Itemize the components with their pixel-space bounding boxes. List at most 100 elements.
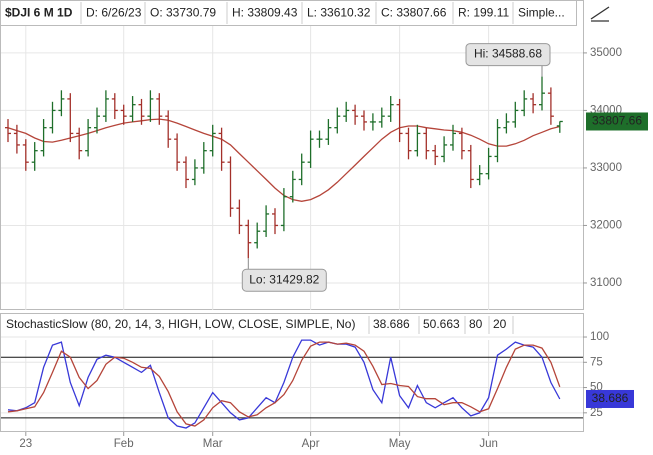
ohlc-bar — [5, 119, 11, 143]
x-tick-label: Mar — [203, 438, 223, 450]
header-field: L: 33610.32 — [307, 6, 371, 20]
ohlc-bar — [49, 101, 56, 134]
ohlc-bar — [467, 144, 474, 189]
annotation-box — [465, 43, 551, 67]
header-field: H: 33809.43 — [232, 6, 298, 20]
ohlc-bar — [432, 144, 439, 166]
header-field: R: 199.11 — [458, 6, 509, 20]
legend-value: 50.663 — [423, 317, 460, 331]
ohlc-bar — [485, 147, 492, 180]
ohlc-bar — [129, 96, 136, 122]
ohlc-bar — [174, 133, 181, 171]
ohlc-bar — [200, 142, 207, 174]
annotation: Lo: 31429.82 — [249, 272, 319, 286]
ohlc-bar — [183, 156, 189, 189]
stoch-line — [7, 339, 561, 429]
ohlc-bar — [387, 96, 394, 122]
ohlc-bar — [494, 119, 501, 163]
ohlc-bar — [165, 110, 172, 148]
header-field: O: 33730.79 — [150, 6, 216, 20]
ohlc-bar — [414, 124, 421, 157]
header-field: Simple... — [518, 6, 565, 20]
ohlc-bar — [40, 119, 47, 157]
ohlc-bar — [111, 93, 118, 120]
header-bar — [0, 0, 577, 26]
ohlc-bar — [227, 156, 234, 217]
y-tick-label: 25 — [590, 407, 603, 419]
stoch-frame — [0, 313, 584, 432]
ohlc-bar — [316, 130, 323, 148]
ohlc-bar — [530, 93, 537, 114]
stoch-title: StochasticSlow (80, 20, 14, 3, HIGH, LOW… — [6, 317, 355, 331]
ohlc-bar — [22, 139, 29, 171]
x-tick-label: 23 — [19, 438, 32, 450]
ohlc-bar — [31, 142, 38, 171]
legend-level: 80 — [469, 317, 483, 331]
ohlc-bar — [556, 120, 563, 133]
x-tick-label: Jun — [479, 438, 498, 450]
y-tick-label: 100 — [590, 331, 609, 343]
header-field: D: 6/26/23 — [86, 6, 142, 20]
ohlc-bar — [450, 124, 456, 151]
ohlc-bar — [476, 165, 483, 186]
y-tick-label: 35000 — [590, 47, 622, 59]
ohlc-bar — [334, 107, 341, 134]
ohlc-bar — [13, 124, 20, 154]
ohlc-bar — [236, 199, 243, 235]
annotation: Hi: 34588.68 — [474, 47, 542, 61]
annotation-box — [241, 268, 327, 292]
ohlc-bar — [120, 104, 127, 125]
ohlc-bar — [352, 104, 359, 125]
x-tick-label: Apr — [302, 438, 320, 450]
ohlc-bar — [156, 93, 163, 125]
ohlc-bar — [503, 113, 510, 134]
ohlc-bar — [405, 127, 412, 160]
last-price-label: 33807.66 — [592, 114, 642, 128]
ohlc-bar — [58, 90, 65, 117]
ohlc-bar — [102, 90, 109, 122]
y-tick-label: 32000 — [590, 219, 622, 231]
ohlc-bar — [218, 127, 225, 171]
ohlc-bar — [325, 119, 332, 145]
legend-level: 20 — [493, 317, 507, 331]
last-value-tag — [586, 389, 634, 408]
ohlc-bar — [521, 90, 528, 117]
ohlc-bar — [307, 130, 314, 168]
ohlc-bar — [263, 205, 270, 237]
ohlc-bar — [547, 87, 554, 125]
x-tick-label: May — [389, 438, 411, 450]
ohlc-bar — [191, 159, 198, 186]
draw-tool-icon — [590, 6, 610, 22]
legend-value: 38.686 — [373, 317, 410, 331]
last-value-label: 38.686 — [592, 391, 629, 405]
ohlc-bar — [85, 119, 92, 157]
header-field: $DJI 6 M 1D — [5, 6, 73, 20]
ohlc-bar — [147, 90, 154, 122]
ohlc-bar — [138, 98, 145, 125]
ohlc-bar — [272, 208, 278, 235]
ohlc-bar — [369, 113, 376, 131]
ohlc-bar — [245, 219, 252, 259]
ohlc-bar — [441, 136, 448, 163]
ohlc-bar — [289, 170, 296, 203]
ohlc-bar — [280, 188, 287, 232]
x-tick-label: Feb — [114, 438, 134, 450]
ohlc-bar — [423, 127, 430, 160]
ohlc-bar — [396, 98, 403, 143]
header-field: C: 33807.66 — [381, 6, 447, 20]
ohlc-bar — [512, 101, 519, 128]
ohlc-bar — [539, 76, 545, 111]
y-tick-label: 33000 — [590, 162, 622, 174]
y-tick-label: 75 — [590, 356, 603, 368]
ohlc-bar — [76, 127, 83, 160]
ohlc-bar — [361, 110, 367, 131]
last-price-tag — [586, 112, 648, 131]
ohlc-bar — [254, 222, 261, 249]
ohlc-bar — [343, 101, 350, 122]
stoch-line — [7, 341, 561, 427]
ohlc-bar — [378, 107, 385, 128]
ohlc-bar — [298, 153, 305, 186]
y-tick-label: 31000 — [590, 277, 622, 289]
ohlc-bar — [94, 107, 100, 134]
